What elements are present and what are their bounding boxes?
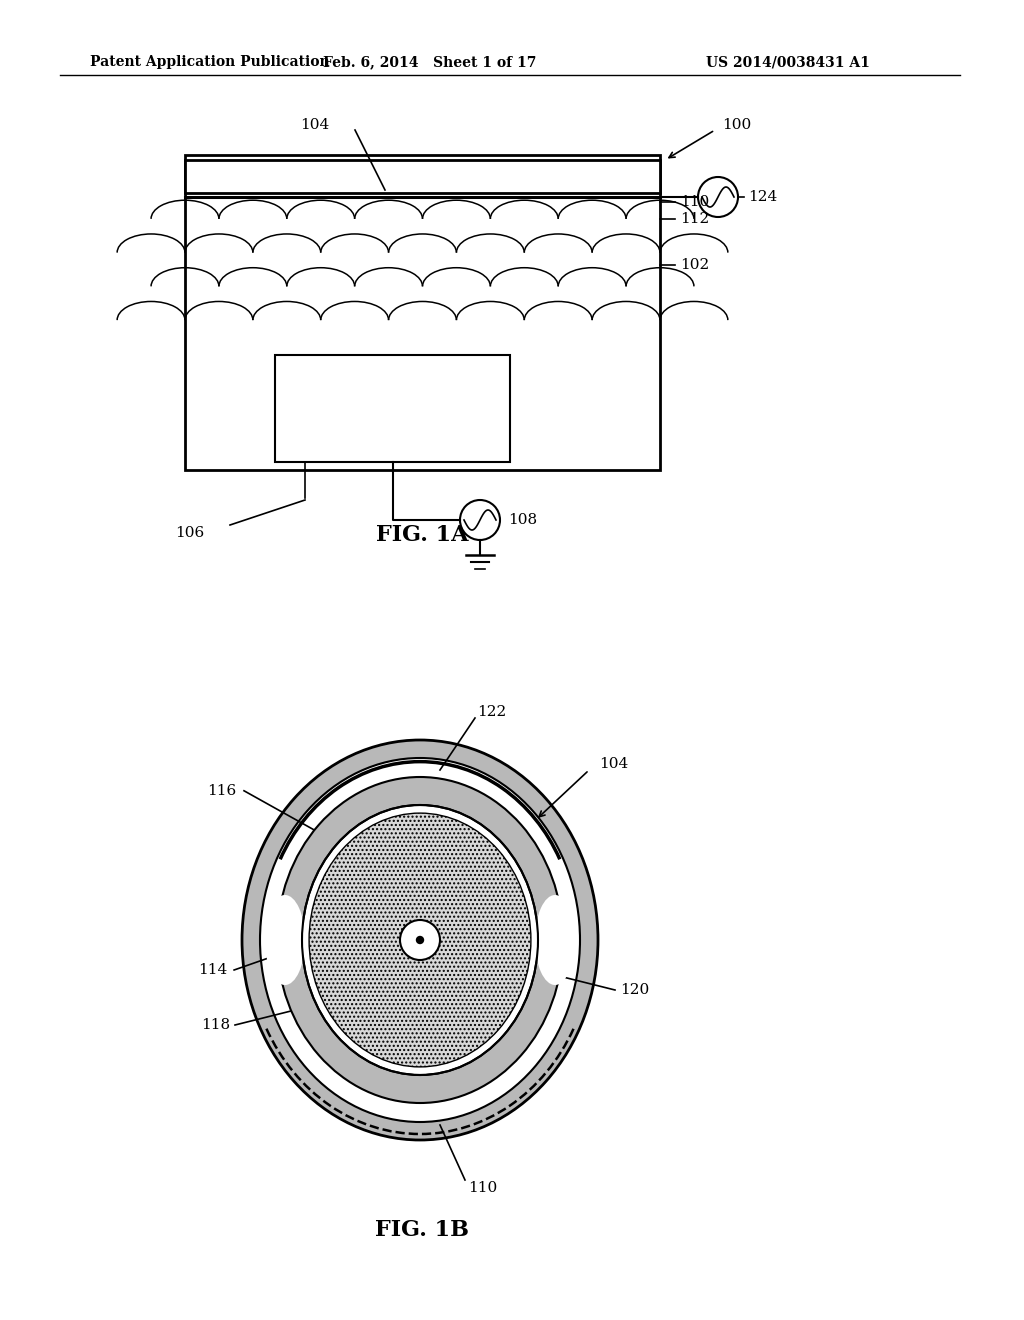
Circle shape	[460, 500, 500, 540]
Text: 118: 118	[201, 1018, 230, 1032]
Text: 102: 102	[680, 257, 710, 272]
Text: 124: 124	[748, 190, 777, 205]
Polygon shape	[185, 160, 660, 193]
Text: US 2014/0038431 A1: US 2014/0038431 A1	[707, 55, 870, 69]
Text: 120: 120	[620, 983, 649, 997]
Polygon shape	[275, 355, 510, 462]
Text: 114: 114	[198, 964, 227, 977]
Circle shape	[698, 177, 738, 216]
Text: Feb. 6, 2014   Sheet 1 of 17: Feb. 6, 2014 Sheet 1 of 17	[324, 55, 537, 69]
Ellipse shape	[302, 805, 538, 1074]
Ellipse shape	[309, 813, 530, 1067]
Ellipse shape	[417, 936, 424, 944]
Text: 106: 106	[175, 525, 205, 540]
Text: FIG. 1B: FIG. 1B	[375, 1218, 469, 1241]
Ellipse shape	[265, 895, 305, 985]
Ellipse shape	[242, 741, 598, 1140]
Text: 110: 110	[680, 195, 710, 209]
Text: 108: 108	[508, 513, 538, 527]
Ellipse shape	[535, 895, 575, 985]
Ellipse shape	[260, 758, 580, 1122]
Ellipse shape	[278, 777, 563, 1104]
Text: 104: 104	[300, 117, 330, 132]
Text: 104: 104	[599, 756, 629, 771]
Text: 110: 110	[468, 1181, 498, 1195]
Text: 112: 112	[680, 213, 710, 226]
Ellipse shape	[400, 920, 440, 960]
Text: Patent Application Publication: Patent Application Publication	[90, 55, 330, 69]
Text: 116: 116	[207, 784, 236, 797]
Text: 122: 122	[477, 705, 506, 719]
Text: 100: 100	[722, 117, 752, 132]
Text: FIG. 1A: FIG. 1A	[376, 524, 468, 546]
